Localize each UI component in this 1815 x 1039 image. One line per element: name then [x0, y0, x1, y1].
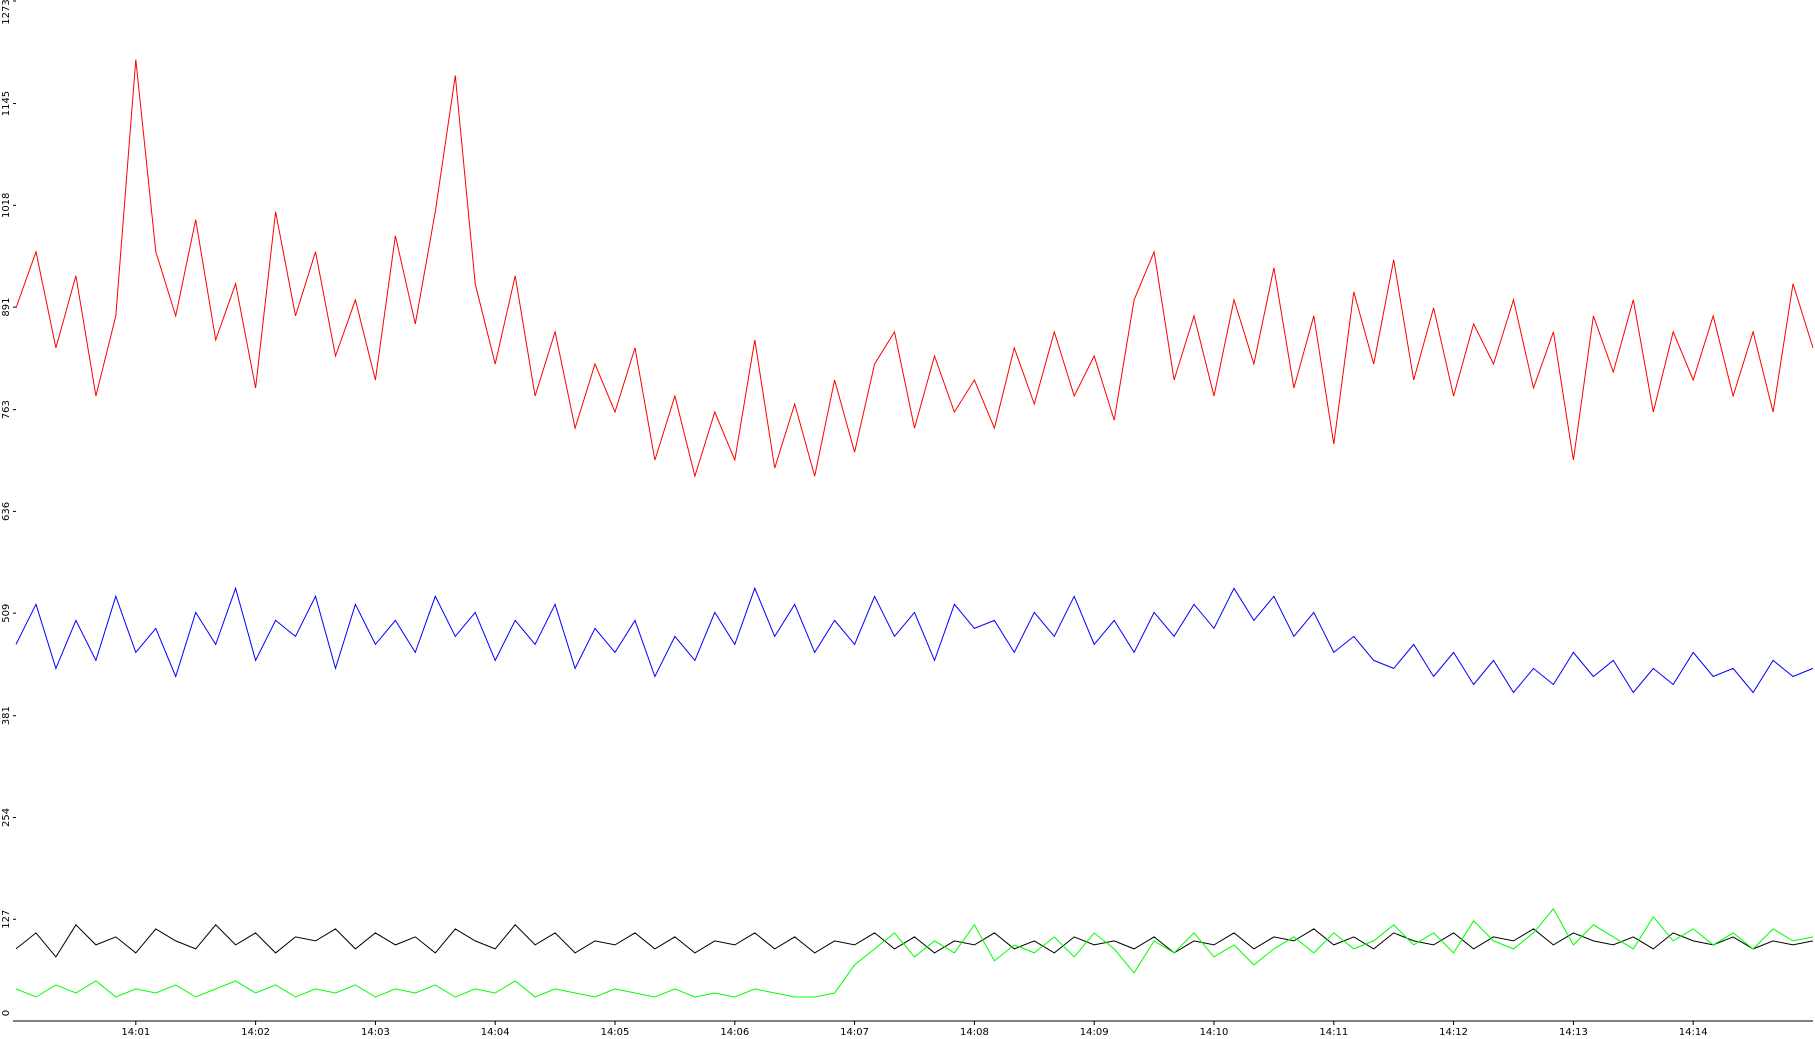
x-tick-label: 14:06: [720, 1027, 749, 1038]
x-tick-label: 14:09: [1080, 1027, 1109, 1038]
x-tick-label: 14:12: [1439, 1027, 1468, 1038]
x-tick-label: 14:13: [1559, 1027, 1588, 1038]
x-tick-label: 14:11: [1319, 1027, 1348, 1038]
series-line: [15, 586, 1814, 694]
x-tick-label: 14:10: [1200, 1027, 1229, 1038]
series-line: [15, 59, 1814, 478]
y-tick-label: 636: [1, 502, 12, 521]
x-tick-label: 14:07: [840, 1027, 869, 1038]
x-tick-label: 14:03: [361, 1027, 390, 1038]
y-tick-label: 763: [1, 400, 12, 419]
y-tick-label: 1273: [1, 0, 12, 25]
y-tick-label: 1018: [1, 193, 12, 218]
series-line: [15, 924, 1814, 958]
x-tick-label: 14:14: [1679, 1027, 1708, 1038]
y-tick-label: 254: [1, 808, 12, 827]
x-tick-label: 14:05: [601, 1027, 630, 1038]
y-tick-label: 127: [1, 910, 12, 929]
x-tick-label: 14:01: [121, 1027, 150, 1038]
y-tick-label: 891: [1, 298, 12, 317]
y-tick-label: 381: [1, 706, 12, 725]
y-tick-label: 1145: [1, 91, 12, 116]
x-tick-label: 14:02: [241, 1027, 270, 1038]
y-tick-label: 0: [1, 1010, 12, 1016]
x-tick-label: 14:08: [960, 1027, 989, 1038]
series-line: [15, 907, 1814, 998]
x-tick-label: 14:04: [481, 1027, 510, 1038]
y-tick-label: 509: [1, 604, 12, 623]
